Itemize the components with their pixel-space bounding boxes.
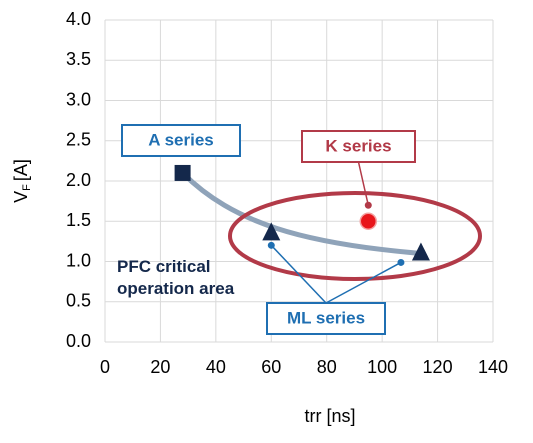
annotation: PFC critical (117, 257, 211, 276)
critical-area (228, 191, 482, 281)
x-axis-label: trr [ns] (304, 406, 355, 426)
marker-circle (359, 212, 378, 230)
x-tick-label: 80 (317, 357, 337, 377)
x-tick-label: 0 (100, 357, 110, 377)
y-tick-label: 3.0 (66, 89, 91, 109)
y-tick-label: 1.0 (66, 250, 91, 270)
y-tick-label: 0.0 (66, 331, 91, 351)
leader-dot (364, 201, 372, 209)
marker-triangle (262, 222, 281, 241)
series-label: K series (325, 136, 391, 155)
y-tick-label: 2.5 (66, 130, 91, 150)
x-tick-label: 100 (367, 357, 397, 377)
series-label: ML series (287, 308, 365, 327)
x-tick-label: 120 (423, 357, 453, 377)
x-tick-label: 20 (150, 357, 170, 377)
marker-square (174, 164, 191, 181)
y-tick-label: 1.5 (66, 210, 91, 230)
leader-dot (267, 241, 275, 249)
x-tick-label: 40 (206, 357, 226, 377)
label-box (121, 124, 241, 157)
y-axis-label: VF [A] (11, 159, 33, 203)
leader-dot (397, 258, 405, 266)
trend-curve (180, 171, 422, 256)
leader-line (325, 261, 402, 304)
y-tick-label: 0.5 (66, 291, 91, 311)
marker-triangle (411, 242, 430, 261)
y-label-sub: F (21, 184, 33, 191)
leader-line (270, 244, 327, 304)
label-box (266, 302, 386, 335)
x-tick-label: 60 (261, 357, 281, 377)
x-tick-label: 140 (478, 357, 508, 377)
y-tick-label: 2.0 (66, 170, 91, 190)
label-box (301, 130, 416, 163)
y-tick-label: 4.0 (66, 9, 91, 29)
y-label-main: V (11, 191, 31, 203)
leader-line (357, 161, 370, 206)
annotation: operation area (117, 279, 235, 298)
y-tick-label: 3.5 (66, 49, 91, 69)
series-label: A series (148, 130, 214, 149)
y-label-unit: [A] (11, 159, 31, 181)
